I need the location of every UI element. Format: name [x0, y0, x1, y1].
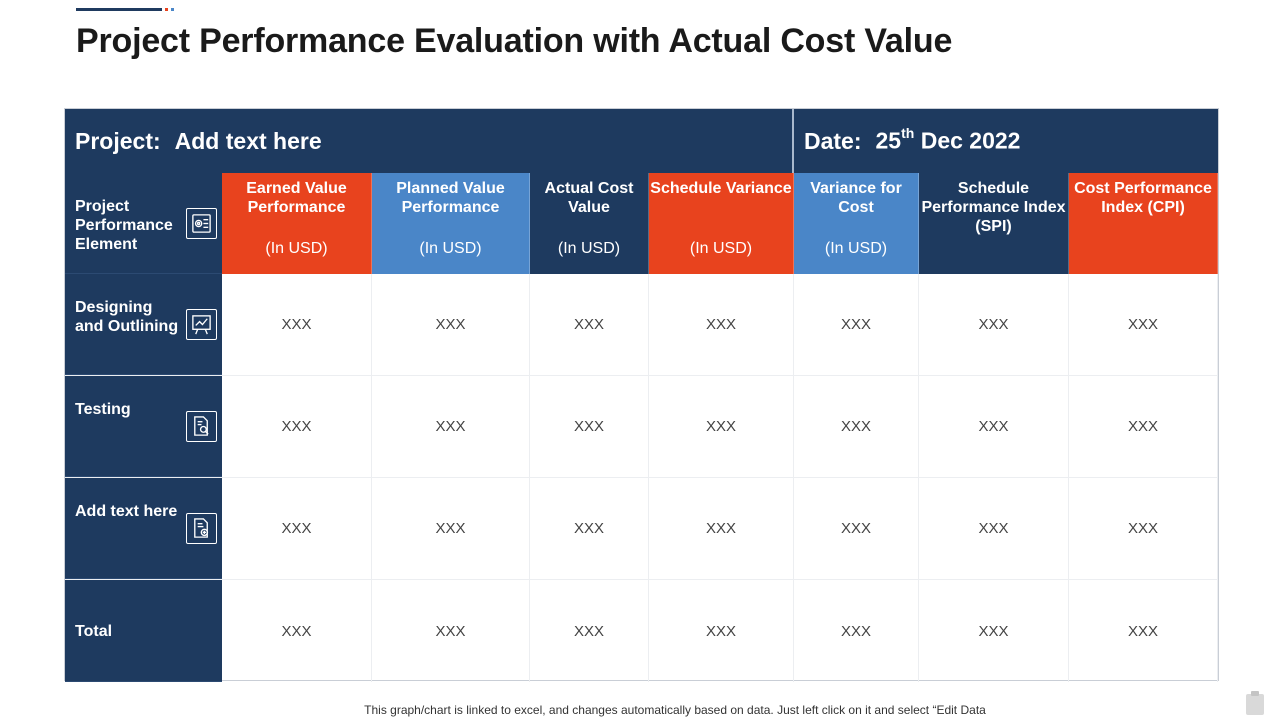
table-cell[interactable]: XXX — [530, 478, 649, 579]
table-cell[interactable]: XXX — [649, 478, 794, 579]
project-label: Project: — [75, 127, 161, 154]
table-cell[interactable]: XXX — [1069, 376, 1218, 477]
table-cell[interactable]: XXX — [530, 580, 649, 682]
row-label-cell: Designing and Outlining — [65, 274, 222, 375]
column-header-schedule-variance: Schedule Variance (In USD) — [649, 173, 794, 274]
table-cell[interactable]: XXX — [372, 274, 530, 375]
corner-label: Project Performance Element — [75, 198, 173, 253]
row-label: Designing and Outlining — [75, 299, 179, 335]
whiteboard-chart-icon — [186, 309, 217, 340]
performance-table: Project: Add text here Date: 25th Dec 20… — [64, 108, 1219, 682]
table-cell[interactable]: XXX — [222, 478, 372, 579]
title-accent-bar — [76, 8, 174, 11]
clipboard-icon — [1246, 691, 1264, 715]
table-cell[interactable]: XXX — [1069, 274, 1218, 375]
date-value[interactable]: 25th Dec 2022 — [875, 125, 1021, 154]
table-cell[interactable]: XXX — [649, 580, 794, 682]
table-cell[interactable]: XXX — [1069, 478, 1218, 579]
row-label-cell: Total — [65, 580, 222, 682]
project-value[interactable]: Add text here — [174, 127, 322, 154]
table-cell[interactable]: XXX — [372, 580, 530, 682]
table-cell[interactable]: XXX — [222, 580, 372, 682]
footer-note: This graph/chart is linked to excel, and… — [364, 703, 986, 717]
table-cell[interactable]: XXX — [372, 478, 530, 579]
project-cell: Project: Add text here — [65, 109, 794, 173]
table-grid: Project Performance Element Earned Value… — [65, 173, 1218, 682]
gear-settings-icon — [186, 208, 217, 239]
row-label[interactable]: Add text here — [75, 503, 178, 520]
row-label-cell: Testing — [65, 376, 222, 477]
table-cell[interactable]: XXX — [919, 478, 1069, 579]
table-cell[interactable]: XXX — [794, 274, 919, 375]
date-label: Date: — [804, 127, 862, 154]
table-header-row: Project Performance Element Earned Value… — [65, 173, 1218, 274]
table-row-total: Total XXX XXX XXX XXX XXX XXX XXX — [65, 580, 1218, 682]
column-header-cost-variance: Variance for Cost (In USD) — [794, 173, 919, 274]
table-cell[interactable]: XXX — [1069, 580, 1218, 682]
table-row: Testing XXX XXX XXX XXX XXX XXX XXX — [65, 376, 1218, 478]
table-cell[interactable]: XXX — [530, 376, 649, 477]
table-cell[interactable]: XXX — [649, 274, 794, 375]
table-cell[interactable]: XXX — [222, 274, 372, 375]
table-cell[interactable]: XXX — [794, 478, 919, 579]
table-cell[interactable]: XXX — [222, 376, 372, 477]
column-header-cpi: Cost Performance Index (CPI) — [1069, 173, 1218, 274]
table-cell[interactable]: XXX — [372, 376, 530, 477]
table-cell[interactable]: XXX — [919, 376, 1069, 477]
column-header-earned-value: Earned Value Performance (In USD) — [222, 173, 372, 274]
column-header-spi: Schedule Performance Index (SPI) — [919, 173, 1069, 274]
table-row: Add text here XXX XXX XXX XXX XXX XXX XX… — [65, 478, 1218, 580]
row-label: Testing — [75, 401, 131, 418]
table-top-bar: Project: Add text here Date: 25th Dec 20… — [65, 109, 1218, 173]
document-search-icon — [186, 411, 217, 442]
table-cell[interactable]: XXX — [794, 376, 919, 477]
table-row: Designing and Outlining XXX XXX XXX XXX … — [65, 274, 1218, 376]
table-cell[interactable]: XXX — [530, 274, 649, 375]
column-header-actual-cost: Actual Cost Value (In USD) — [530, 173, 649, 274]
row-label: Total — [75, 623, 113, 640]
table-cell[interactable]: XXX — [794, 580, 919, 682]
column-header-planned-value: Planned Value Performance (In USD) — [372, 173, 530, 274]
document-add-icon — [186, 513, 217, 544]
corner-label-cell: Project Performance Element — [65, 173, 222, 274]
table-cell[interactable]: XXX — [919, 274, 1069, 375]
date-cell: Date: 25th Dec 2022 — [794, 109, 1218, 173]
table-cell[interactable]: XXX — [919, 580, 1069, 682]
table-cell[interactable]: XXX — [649, 376, 794, 477]
row-label-cell: Add text here — [65, 478, 222, 579]
page-title: Project Performance Evaluation with Actu… — [76, 22, 953, 60]
